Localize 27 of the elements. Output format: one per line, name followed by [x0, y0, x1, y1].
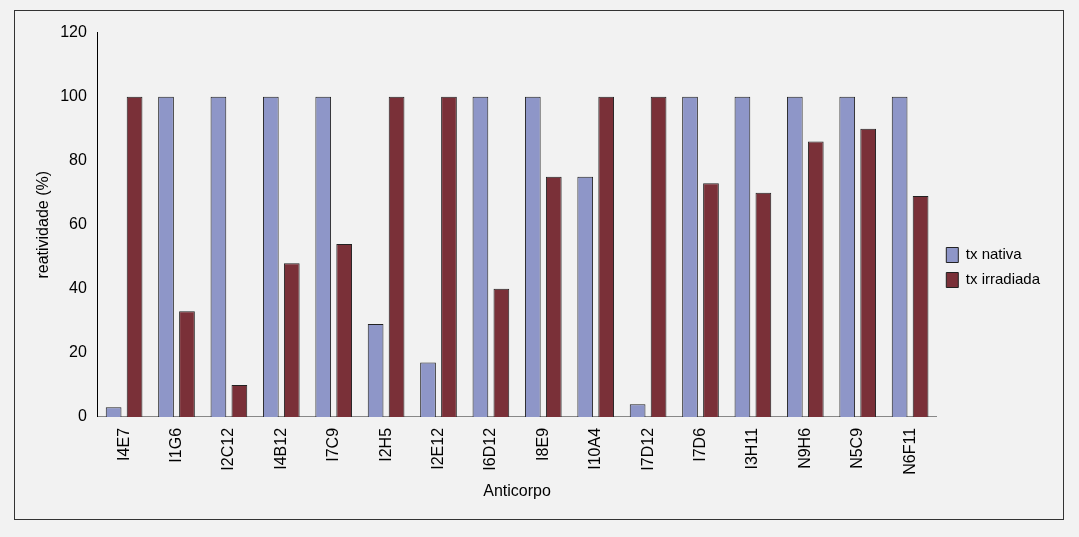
x-tick-label: I8E9	[533, 427, 551, 461]
y-tick-label: 80	[69, 151, 87, 169]
x-tick-label: I4B12	[271, 427, 289, 470]
y-tick-label: 100	[60, 87, 87, 105]
x-tick-label: I2C12	[219, 427, 237, 471]
y-tick-label: 20	[69, 343, 87, 361]
x-tick-label: I7C9	[324, 427, 342, 462]
x-tick-label: I6D12	[481, 427, 499, 471]
x-tick-label: I10A4	[586, 427, 604, 470]
x-tick-label: N6F11	[900, 427, 918, 475]
y-tick-label: 120	[60, 23, 87, 41]
y-tick-label: 60	[69, 215, 87, 233]
x-tick-label: N5C9	[848, 427, 866, 469]
x-axis-title: Anticorpo	[483, 481, 551, 499]
y-tick-label: 40	[69, 279, 87, 297]
legend-label: tx nativa	[965, 245, 1023, 263]
x-tick-label: I7D6	[690, 427, 708, 462]
y-tick-label: 0	[77, 407, 87, 425]
x-tick-label: I7D12	[638, 427, 656, 471]
legend-label: tx irradiada	[965, 270, 1041, 288]
x-tick-label: I4E7	[114, 427, 132, 461]
x-tick-label: I2H5	[376, 427, 394, 462]
y-axis-title: reatividade (%)	[34, 170, 52, 279]
x-tick-label: I2E12	[428, 427, 446, 470]
x-tick-label: I1G6	[166, 427, 184, 463]
x-tick-label: I3H11	[743, 427, 761, 470]
x-tick-label: N9H6	[795, 427, 813, 469]
